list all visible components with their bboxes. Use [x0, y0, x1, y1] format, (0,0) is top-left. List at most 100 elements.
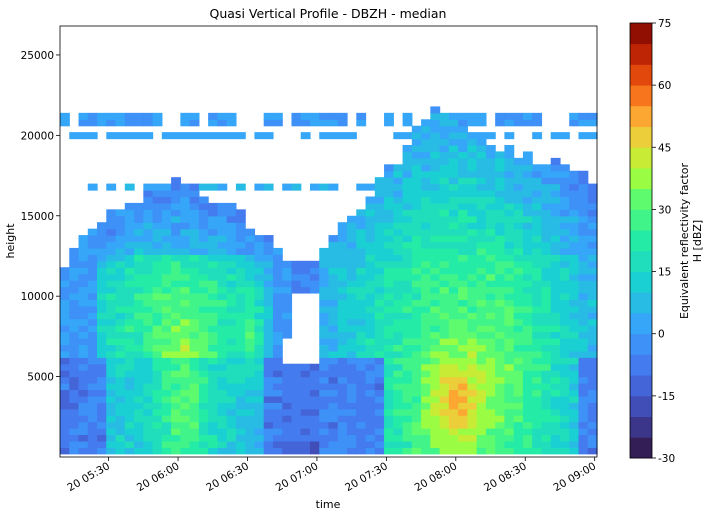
heatmap-cell: [458, 325, 468, 333]
heatmap-cell: [504, 228, 515, 236]
heatmap-cell: [208, 183, 218, 191]
heatmap-cell: [309, 273, 320, 281]
heatmap-cell: [319, 312, 330, 320]
heatmap-cell: [374, 222, 385, 230]
heatmap-cell: [504, 215, 515, 223]
heatmap-cell: [180, 376, 191, 384]
heatmap-cell: [448, 247, 459, 255]
heatmap-cell: [485, 363, 496, 371]
heatmap-cell: [448, 305, 459, 313]
heatmap-cell: [532, 428, 543, 436]
heatmap-cell: [541, 286, 552, 294]
heatmap-cell: [180, 415, 191, 423]
y-tick-label: 10000: [21, 291, 54, 303]
heatmap-cell: [532, 357, 543, 365]
heatmap-cell: [347, 395, 357, 403]
heatmap-cell: [421, 254, 431, 262]
heatmap-cell: [458, 415, 468, 423]
heatmap-cell: [124, 318, 135, 326]
heatmap-cell: [374, 260, 385, 268]
heatmap-cell: [393, 395, 404, 403]
heatmap-cell: [171, 292, 181, 300]
heatmap-cell: [495, 241, 506, 249]
heatmap-cell: [504, 190, 515, 198]
heatmap-cell: [448, 215, 459, 223]
heatmap-cell: [347, 325, 357, 333]
heatmap-cell: [411, 395, 422, 403]
heatmap-cell: [578, 132, 589, 140]
heatmap-cell: [448, 370, 459, 378]
heatmap-cell: [189, 241, 200, 249]
heatmap-cell: [467, 305, 478, 313]
heatmap-cell: [587, 292, 598, 300]
heatmap-cell: [226, 119, 237, 127]
heatmap-cell: [263, 428, 274, 436]
heatmap-cell: [97, 312, 107, 320]
heatmap-cell: [115, 402, 126, 410]
heatmap-cell: [115, 222, 126, 230]
heatmap-cell: [532, 312, 543, 320]
heatmap-cell: [587, 299, 598, 307]
heatmap-cell: [143, 389, 154, 397]
heatmap-cell: [504, 421, 515, 429]
heatmap-cell: [569, 408, 580, 416]
heatmap-cell: [513, 235, 524, 243]
heatmap-cell: [504, 318, 515, 326]
heatmap-cell: [411, 350, 422, 358]
colorbar-segment: [630, 292, 652, 314]
heatmap-cell: [485, 267, 496, 275]
heatmap-cell: [421, 170, 431, 178]
heatmap-cell: [337, 434, 348, 442]
heatmap-cell: [421, 312, 431, 320]
heatmap-cell: [532, 267, 543, 275]
x-tick-label: 20 07:30: [343, 460, 390, 494]
heatmap-cell: [208, 292, 218, 300]
heatmap-cell: [226, 209, 237, 217]
heatmap-cell: [263, 112, 274, 120]
heatmap-cell: [208, 389, 218, 397]
heatmap-cell: [300, 286, 311, 294]
heatmap-cell: [411, 415, 422, 423]
heatmap-cell: [513, 408, 524, 416]
heatmap-cell: [569, 286, 580, 294]
heatmap-cell: [504, 183, 515, 191]
heatmap-cell: [115, 434, 126, 442]
heatmap-cell: [458, 344, 468, 352]
heatmap-cell: [421, 370, 431, 378]
heatmap-cell: [365, 357, 376, 365]
heatmap-cell: [476, 183, 487, 191]
heatmap-cell: [235, 402, 246, 410]
heatmap-cell: [97, 395, 107, 403]
heatmap-cell: [578, 209, 589, 217]
heatmap-cell: [374, 177, 385, 185]
heatmap-cell: [541, 183, 552, 191]
heatmap-cell: [421, 222, 431, 230]
heatmap-cell: [263, 363, 274, 371]
heatmap-cell: [559, 241, 570, 249]
heatmap-cell: [171, 228, 181, 236]
heatmap-cell: [319, 331, 330, 339]
heatmap-cell: [421, 299, 431, 307]
heatmap-cell: [458, 428, 468, 436]
heatmap-cell: [208, 286, 218, 294]
heatmap-cell: [235, 408, 246, 416]
heatmap-cell: [458, 241, 468, 249]
heatmap-cell: [485, 376, 496, 384]
heatmap-cell: [124, 408, 135, 416]
heatmap-cell: [532, 440, 543, 448]
heatmap-cell: [411, 447, 422, 455]
heatmap-cell: [171, 395, 181, 403]
heatmap-cell: [402, 145, 413, 153]
heatmap-cell: [467, 183, 478, 191]
heatmap-cell: [485, 421, 496, 429]
heatmap-cell: [171, 331, 181, 339]
heatmap-cell: [161, 447, 172, 455]
heatmap-cell: [402, 331, 413, 339]
heatmap-cell: [411, 215, 422, 223]
heatmap-cell: [217, 222, 228, 230]
heatmap-cell: [291, 428, 302, 436]
heatmap-cell: [356, 415, 367, 423]
heatmap-cell: [356, 112, 367, 120]
colorbar-label-line2: H [dBZ]: [691, 220, 704, 262]
heatmap-cell: [587, 318, 598, 326]
